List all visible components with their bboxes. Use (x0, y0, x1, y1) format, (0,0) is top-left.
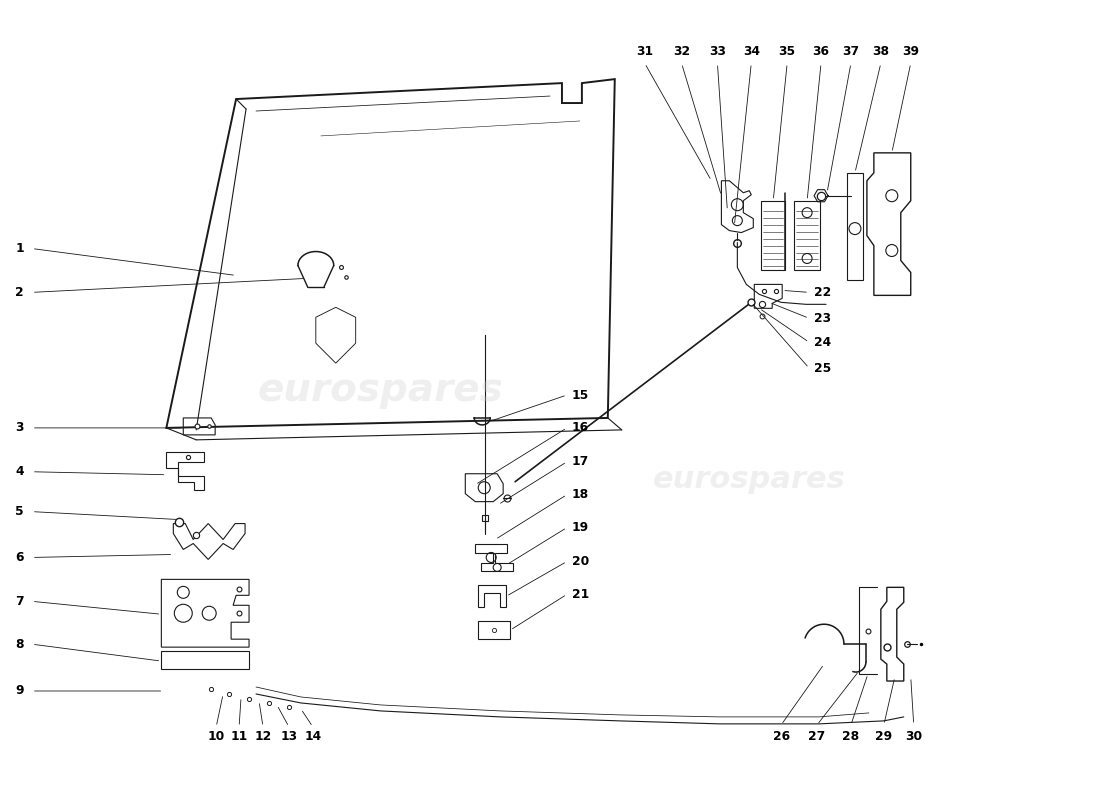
Text: 2: 2 (15, 286, 24, 299)
Text: 31: 31 (636, 45, 653, 58)
Text: 25: 25 (814, 362, 832, 374)
Text: 19: 19 (572, 521, 588, 534)
Text: eurospares: eurospares (653, 466, 846, 494)
Text: 1: 1 (15, 242, 24, 255)
Text: 24: 24 (814, 336, 832, 349)
Text: 28: 28 (843, 730, 859, 743)
Text: 36: 36 (813, 45, 829, 58)
Text: eurospares: eurospares (257, 371, 504, 409)
Bar (761, 201, 785, 270)
Text: 26: 26 (772, 730, 790, 743)
Text: 7: 7 (15, 594, 24, 608)
Text: 38: 38 (872, 45, 889, 58)
Text: 30: 30 (905, 730, 922, 743)
Text: 37: 37 (843, 45, 859, 58)
Text: 15: 15 (572, 389, 590, 402)
Text: 35: 35 (779, 45, 795, 58)
Text: 27: 27 (808, 730, 826, 743)
Text: 21: 21 (572, 588, 590, 601)
Text: 14: 14 (305, 730, 321, 743)
Text: 22: 22 (814, 286, 832, 299)
Text: 17: 17 (572, 455, 590, 468)
Text: 8: 8 (15, 638, 24, 650)
Text: 33: 33 (708, 45, 726, 58)
Text: 16: 16 (572, 422, 588, 434)
Text: 29: 29 (876, 730, 892, 743)
Text: 34: 34 (742, 45, 760, 58)
Text: 18: 18 (572, 488, 588, 501)
Text: 4: 4 (15, 466, 24, 478)
Text: 12: 12 (254, 730, 272, 743)
Text: 10: 10 (208, 730, 224, 743)
Text: 11: 11 (231, 730, 248, 743)
Text: 32: 32 (673, 45, 690, 58)
Bar (478, 622, 510, 639)
Text: 9: 9 (15, 685, 24, 698)
Text: 20: 20 (572, 555, 590, 568)
Text: 23: 23 (814, 312, 832, 325)
Text: 6: 6 (15, 551, 24, 564)
Bar (794, 201, 821, 270)
Text: 39: 39 (902, 45, 920, 58)
Text: 3: 3 (15, 422, 24, 434)
Text: 5: 5 (15, 505, 24, 518)
Bar (847, 173, 862, 281)
Text: 13: 13 (280, 730, 297, 743)
